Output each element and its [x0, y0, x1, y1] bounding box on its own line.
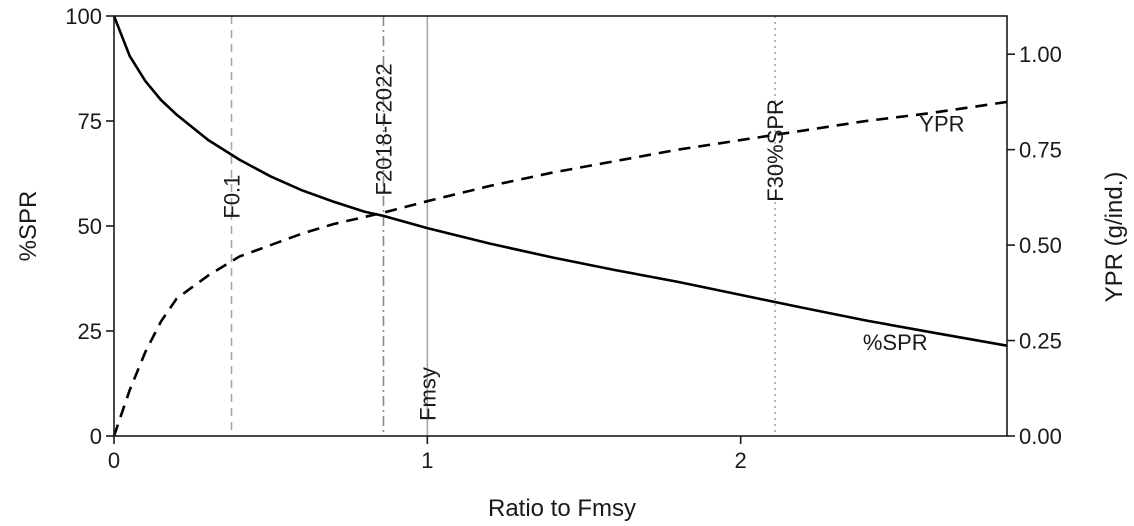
x-axis-title: Ratio to Fmsy: [488, 495, 636, 522]
y-right-tick-label: 0.25: [1019, 329, 1062, 354]
y-right-tick-label: 0.50: [1019, 233, 1062, 258]
y-right-tick-label: 0.75: [1019, 138, 1062, 163]
y-left-tick-label: 75: [78, 109, 102, 134]
series-annotation: %SPR: [863, 330, 928, 355]
reference-line-label: F0.1: [220, 175, 245, 219]
y-right-axis-title: YPR (g/ind.): [1101, 172, 1128, 303]
x-tick-label: 1: [421, 448, 433, 473]
reference-lines: [230, 16, 776, 436]
y-left-tick-label: 50: [78, 214, 102, 239]
reference-line-label: F30%SPR: [763, 99, 788, 202]
y-left-axis-title: %SPR: [15, 191, 42, 262]
y-left-tick-label: 0: [90, 424, 102, 449]
series-annotation: YPR: [919, 112, 964, 137]
x-axis-ticks: 0 1 2: [108, 436, 747, 473]
reference-line-label: Fmsy: [415, 367, 440, 421]
plot-frame: [113, 15, 1008, 437]
y-right-axis-ticks: 0.00 0.25 0.50 0.75 1.00: [1007, 42, 1062, 449]
reference-line-labels: F0.1 F2018-F2022 Fmsy F30%SPR: [220, 63, 789, 421]
series-line-spr: [112, 15, 1008, 347]
y-right-tick-label: 0.00: [1019, 424, 1062, 449]
y-left-tick-label: 25: [78, 319, 102, 344]
x-tick-label: 0: [108, 448, 120, 473]
data-series: [112, 15, 1008, 437]
series-line-ypr: [112, 100, 1008, 437]
y-right-tick-label: 1.00: [1019, 42, 1062, 67]
reference-line-label: F2018-F2022: [371, 63, 396, 195]
series-annotations: YPR %SPR: [863, 112, 965, 355]
y-left-axis-ticks: 0 25 50 75 100: [65, 4, 114, 449]
y-left-tick-label: 100: [65, 4, 102, 29]
x-tick-label: 2: [735, 448, 747, 473]
